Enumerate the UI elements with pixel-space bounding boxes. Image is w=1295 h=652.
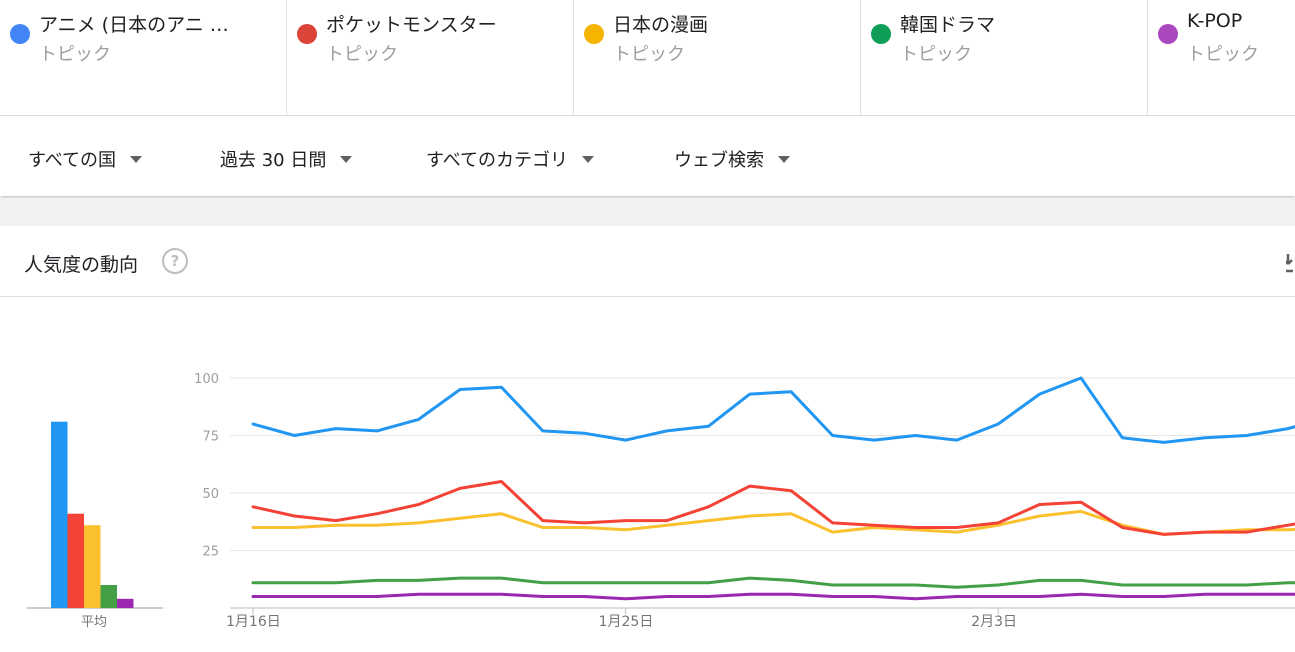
- x-tick-label: 2月3日: [971, 614, 1017, 630]
- search-type-filter-dropdown[interactable]: ウェブ検索: [674, 146, 790, 172]
- term-type: トピック: [39, 44, 111, 65]
- chart-lines[interactable]: [251, 376, 1295, 601]
- series-line-4[interactable]: [251, 576, 1295, 589]
- term-name[interactable]: 韓国ドラマ: [900, 14, 996, 36]
- term-card-4[interactable]: 韓国ドラマ トピック: [861, 0, 1148, 115]
- average-bar-1[interactable]: [51, 421, 68, 608]
- average-bar-5[interactable]: [117, 598, 134, 608]
- x-tick-label: 1月16日: [226, 614, 281, 630]
- series-line-5[interactable]: [251, 592, 1295, 601]
- term-card-2[interactable]: ポケットモンスター トピック: [287, 0, 574, 115]
- series-line-1[interactable]: [251, 376, 1295, 444]
- average-bar-3[interactable]: [84, 525, 101, 608]
- region-filter-dropdown[interactable]: すべての国: [28, 146, 143, 172]
- period-filter-dropdown[interactable]: 過去 30 日間: [220, 146, 353, 172]
- term-type: トピック: [900, 44, 972, 65]
- series-line-2[interactable]: [251, 480, 1295, 536]
- term-name[interactable]: K-POP: [1187, 10, 1243, 32]
- filter-bar: すべての国 過去 30 日間 すべてのカテゴリ ウェブ検索: [0, 116, 1295, 196]
- trend-chart: 平均 100 75 50 25 1月16日 1月25日 2月3日: [27, 372, 1295, 630]
- average-bar-chart: 平均: [27, 421, 163, 630]
- term-card-3[interactable]: 日本の漫画 トピック: [574, 0, 861, 115]
- chart-labels: 100 75 50 25 1月16日 1月25日 2月3日: [194, 372, 1017, 630]
- term-card-5[interactable]: K-POP トピック: [1148, 0, 1295, 115]
- average-label: 平均: [81, 615, 107, 630]
- term-color-dot: [584, 24, 604, 44]
- x-tick-label: 1月25日: [599, 614, 654, 630]
- comparison-terms: アニメ (日本のアニ … トピック ポケットモンスター トピック 日本の漫画 ト…: [0, 0, 1295, 116]
- y-tick-label: 50: [202, 487, 219, 502]
- caret-down-icon: [340, 155, 353, 163]
- term-color-dot: [10, 24, 30, 44]
- y-tick-label: 25: [202, 545, 219, 560]
- download-icon[interactable]: [1286, 252, 1295, 274]
- term-color-dot: [871, 24, 891, 44]
- y-tick-label: 100: [194, 372, 219, 387]
- term-card-1[interactable]: アニメ (日本のアニ … トピック: [0, 0, 287, 115]
- search-type-filter-label: ウェブ検索: [674, 150, 764, 171]
- term-color-dot: [297, 24, 317, 44]
- term-name[interactable]: ポケットモンスター: [326, 14, 497, 36]
- period-filter-label: 過去 30 日間: [220, 150, 327, 171]
- term-type: トピック: [326, 44, 398, 65]
- chart-grid: [230, 377, 1295, 614]
- term-type: トピック: [613, 44, 685, 65]
- term-name[interactable]: アニメ (日本のアニ …: [39, 14, 229, 36]
- caret-down-icon: [778, 155, 790, 163]
- region-filter-label: すべての国: [28, 150, 117, 171]
- average-bar-2[interactable]: [67, 513, 85, 608]
- help-icon[interactable]: ?: [162, 248, 188, 274]
- caret-down-icon: [130, 155, 143, 163]
- term-name[interactable]: 日本の漫画: [613, 14, 709, 36]
- category-filter-label: すべてのカテゴリ: [426, 150, 569, 171]
- category-filter-dropdown[interactable]: すべてのカテゴリ: [426, 146, 595, 172]
- average-bar-4[interactable]: [100, 585, 118, 608]
- y-tick-label: 75: [202, 430, 219, 445]
- section-divider: [0, 198, 1295, 226]
- panel-header: 人気度の動向 ?: [0, 226, 1295, 297]
- term-color-dot: [1158, 24, 1178, 44]
- term-type: トピック: [1187, 44, 1259, 65]
- caret-down-icon: [582, 155, 595, 163]
- panel-title: 人気度の動向: [24, 254, 139, 276]
